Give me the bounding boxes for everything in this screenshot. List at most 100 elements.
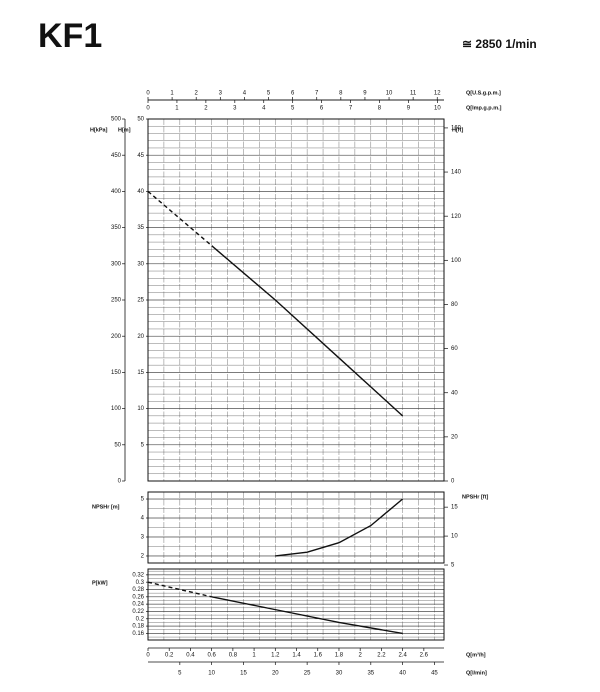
y-tick-label: 40 bbox=[137, 189, 144, 195]
curve bbox=[147, 581, 212, 598]
x-tick-label: 15 bbox=[240, 671, 247, 677]
y-tick-label: 160 bbox=[451, 125, 462, 131]
x-axis-label: Q[Imp.g.p.m.] bbox=[466, 105, 502, 111]
y-tick-label: 20 bbox=[451, 434, 458, 440]
y-tick-label: 0.18 bbox=[132, 624, 144, 630]
y-tick-label: 45 bbox=[137, 153, 144, 159]
x-axis-label: Q[U.S.g.p.m.] bbox=[466, 90, 501, 96]
y-tick-label: 0.22 bbox=[132, 609, 144, 615]
x-tick-label: 2 bbox=[359, 653, 363, 659]
y-tick-label: 5 bbox=[141, 442, 145, 448]
x-tick-label: 0.8 bbox=[229, 653, 238, 659]
x-tick-label: 1 bbox=[252, 653, 256, 659]
x-tick-label: 1 bbox=[175, 106, 179, 112]
y-tick-label: 500 bbox=[111, 117, 122, 123]
x-tick-label: 3 bbox=[219, 91, 223, 97]
x-tick-label: 40 bbox=[399, 671, 406, 677]
x-tick-label: 2 bbox=[204, 106, 208, 112]
x-tick-label: 7 bbox=[315, 91, 319, 97]
y-tick-label: 450 bbox=[111, 153, 122, 159]
x-tick-label: 7 bbox=[349, 106, 353, 112]
x-tick-label: 5 bbox=[291, 106, 295, 112]
y-tick-label: 4 bbox=[141, 516, 145, 522]
x-tick-label: 2.2 bbox=[377, 653, 386, 659]
x-tick-label: 30 bbox=[336, 671, 343, 677]
y-tick-label: 50 bbox=[114, 442, 121, 448]
plot-frame bbox=[147, 568, 445, 641]
speed: ≅ 2850 1/min bbox=[462, 37, 537, 51]
x-tick-label: 9 bbox=[363, 91, 367, 97]
plot-frame bbox=[147, 118, 445, 482]
x-tick-label: 2.6 bbox=[420, 653, 429, 659]
y-tick-label: 0 bbox=[451, 479, 455, 485]
y-tick-label: 100 bbox=[111, 406, 122, 412]
x-tick-label: 12 bbox=[434, 91, 441, 97]
x-tick-label: 1 bbox=[170, 91, 174, 97]
x-tick-label: 6 bbox=[320, 106, 324, 112]
x-tick-label: 8 bbox=[339, 91, 343, 97]
x-tick-label: 10 bbox=[208, 671, 215, 677]
y-tick-label: 35 bbox=[137, 225, 144, 231]
y-axis-label: P[kW] bbox=[92, 580, 108, 586]
x-tick-label: 10 bbox=[386, 91, 393, 97]
x-axis-label: Q[m³/h] bbox=[466, 651, 486, 658]
y-tick-label: 0.16 bbox=[132, 631, 144, 637]
y-tick-label: 300 bbox=[111, 261, 122, 267]
y-tick-label: 25 bbox=[137, 298, 144, 304]
x-tick-label: 0 bbox=[146, 91, 150, 97]
y-tick-label: 0.32 bbox=[132, 572, 144, 578]
x-tick-label: 8 bbox=[378, 106, 382, 112]
curve bbox=[211, 596, 403, 635]
y-tick-label: 15 bbox=[451, 505, 458, 511]
y-tick-label: 40 bbox=[451, 390, 458, 396]
y-axis-label: H[ft] bbox=[452, 127, 463, 133]
y-tick-label: 350 bbox=[111, 225, 122, 231]
y-tick-label: 15 bbox=[137, 370, 144, 376]
x-tick-label: 10 bbox=[434, 106, 441, 112]
y-tick-label: 150 bbox=[111, 370, 122, 376]
y-tick-label: 0.26 bbox=[132, 594, 144, 600]
curve bbox=[275, 498, 404, 557]
x-tick-label: 2.4 bbox=[398, 653, 407, 659]
y-tick-label: 2 bbox=[141, 554, 145, 560]
y-tick-label: 20 bbox=[137, 334, 144, 340]
x-tick-label: 35 bbox=[367, 671, 374, 677]
x-tick-label: 20 bbox=[272, 671, 279, 677]
y-tick-label: 0.3 bbox=[136, 580, 145, 586]
y-tick-label: 140 bbox=[451, 170, 462, 176]
curve bbox=[211, 245, 404, 417]
x-tick-label: 0.4 bbox=[186, 653, 195, 659]
x-axis-label: Q[l/min] bbox=[466, 670, 487, 676]
y-axis-label: NPSHr [m] bbox=[92, 504, 120, 510]
y-tick-label: 50 bbox=[137, 117, 144, 123]
plot-frame bbox=[147, 491, 445, 564]
x-tick-label: 25 bbox=[304, 671, 311, 677]
x-tick-label: 1.2 bbox=[271, 653, 280, 659]
x-tick-label: 4 bbox=[262, 106, 266, 112]
y-tick-label: 0.28 bbox=[132, 587, 144, 593]
x-tick-label: 1.8 bbox=[335, 653, 344, 659]
y-tick-label: 3 bbox=[141, 535, 145, 541]
x-tick-label: 0 bbox=[146, 106, 150, 112]
y-tick-label: 60 bbox=[451, 346, 458, 352]
y-tick-label: 400 bbox=[111, 189, 122, 195]
x-tick-label: 11 bbox=[410, 91, 417, 97]
y-tick-label: 0.2 bbox=[136, 616, 145, 622]
y-tick-label: 5 bbox=[141, 497, 145, 503]
x-tick-label: 3 bbox=[233, 106, 237, 112]
x-tick-label: 45 bbox=[431, 671, 438, 677]
x-tick-label: 4 bbox=[243, 91, 247, 97]
x-tick-label: 9 bbox=[407, 106, 411, 112]
x-tick-label: 5 bbox=[267, 91, 271, 97]
x-tick-label: 0.6 bbox=[207, 653, 216, 659]
y-tick-label: 200 bbox=[111, 334, 122, 340]
y-tick-label: 0.24 bbox=[132, 602, 144, 608]
y-tick-label: 10 bbox=[137, 406, 144, 412]
x-tick-label: 5 bbox=[178, 671, 182, 677]
y-axis-label: H[kPa] bbox=[90, 127, 108, 133]
x-tick-label: 0 bbox=[146, 653, 150, 659]
x-tick-label: 1.4 bbox=[292, 653, 301, 659]
y-axis-label: NPSHr [ft] bbox=[462, 494, 488, 500]
y-tick-label: 0 bbox=[118, 479, 122, 485]
